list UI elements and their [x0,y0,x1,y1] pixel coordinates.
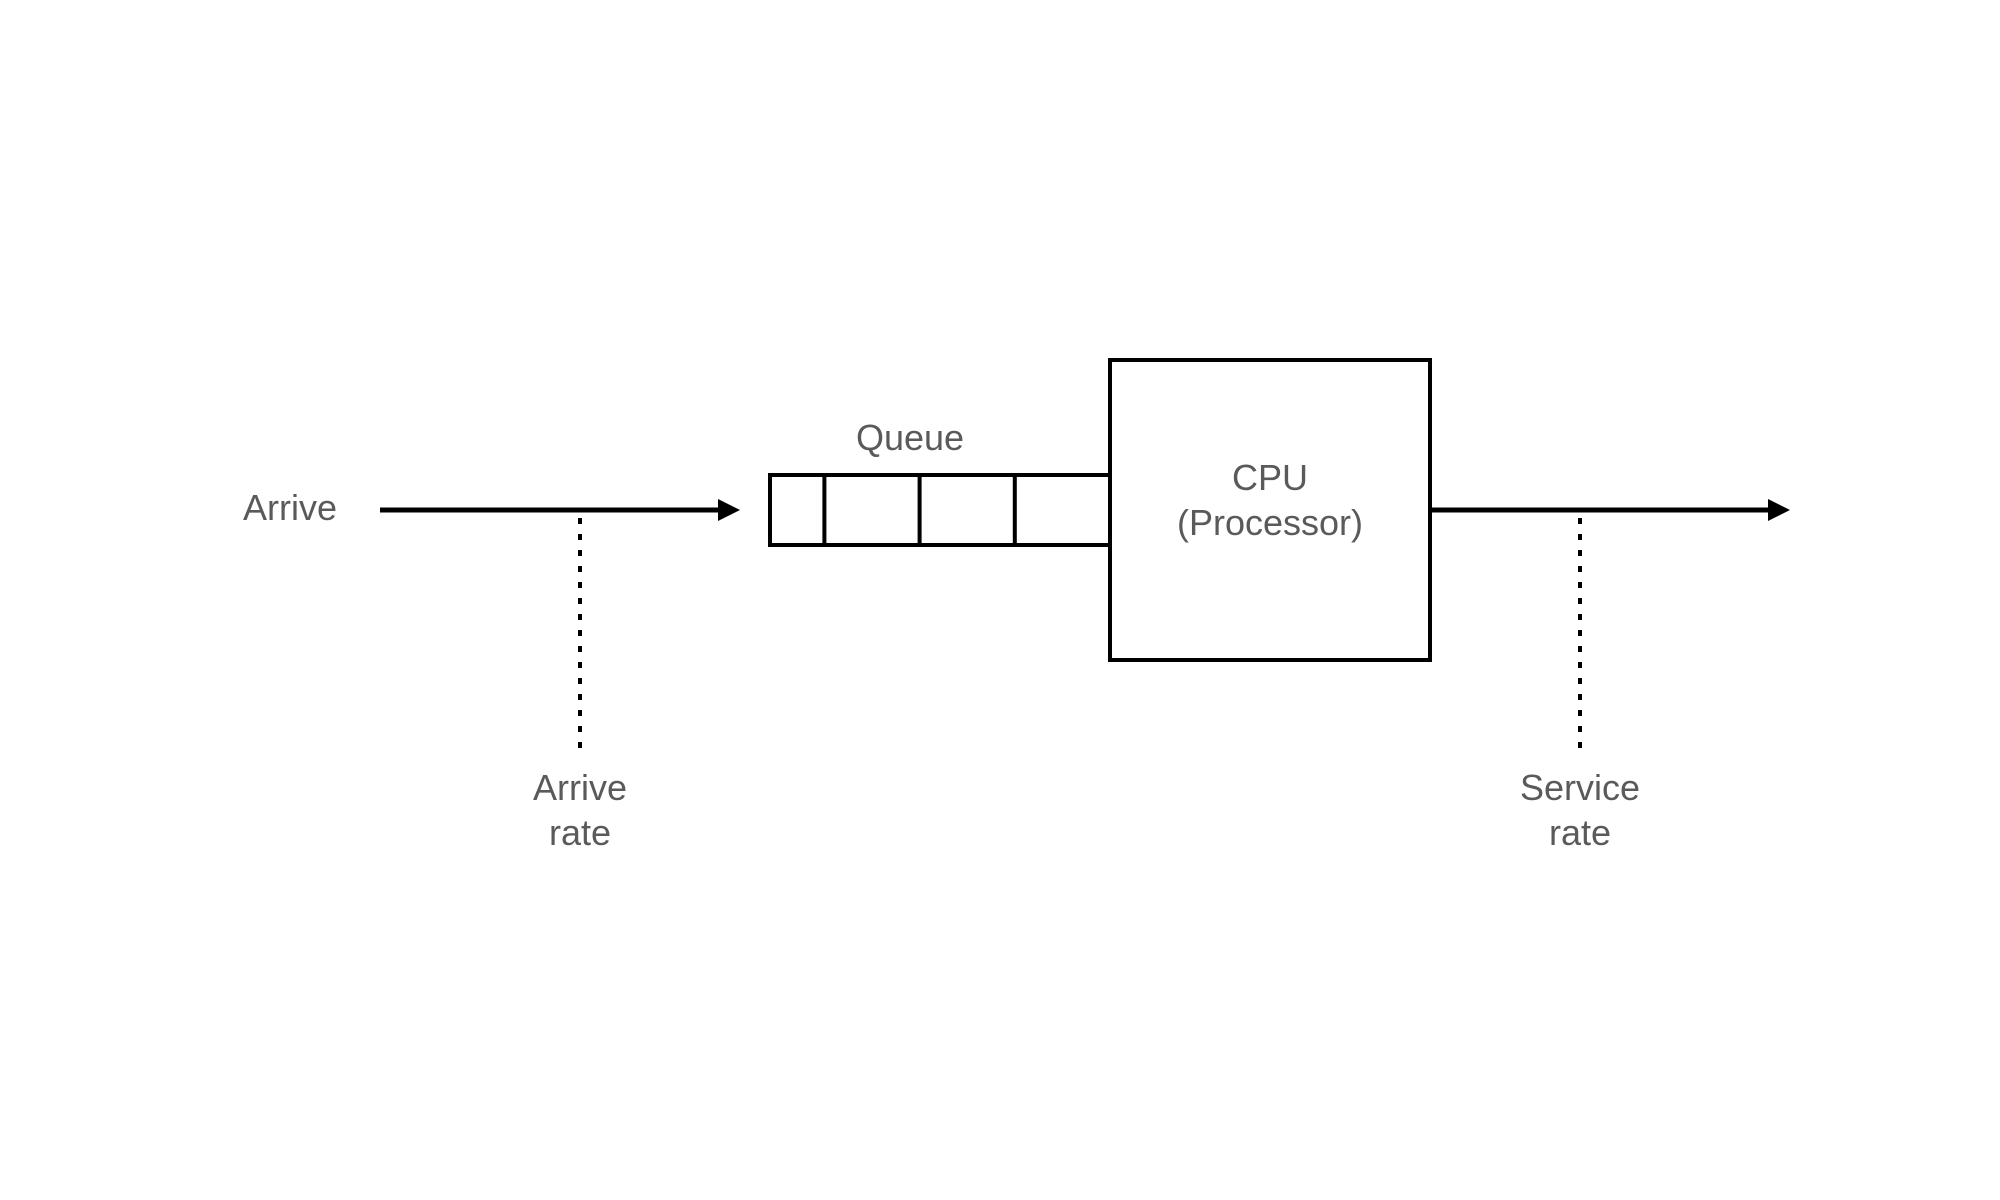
arrive-arrowhead [718,499,740,521]
service-rate-label-line2: rate [1549,812,1611,853]
arrive-label: Arrive [243,487,337,528]
queueing-diagram: Arrive Queue CPU (Processor) Arrive rate… [0,0,2000,1200]
arrive-rate-label-line1: Arrive [533,767,627,808]
cpu-label-line2: (Processor) [1177,502,1363,543]
service-rate-label-line1: Service [1520,767,1640,808]
queue-box [770,475,1110,545]
cpu-label-line1: CPU [1232,457,1308,498]
arrive-rate-label-line2: rate [549,812,611,853]
queue-label: Queue [856,417,964,458]
service-arrowhead [1768,499,1790,521]
